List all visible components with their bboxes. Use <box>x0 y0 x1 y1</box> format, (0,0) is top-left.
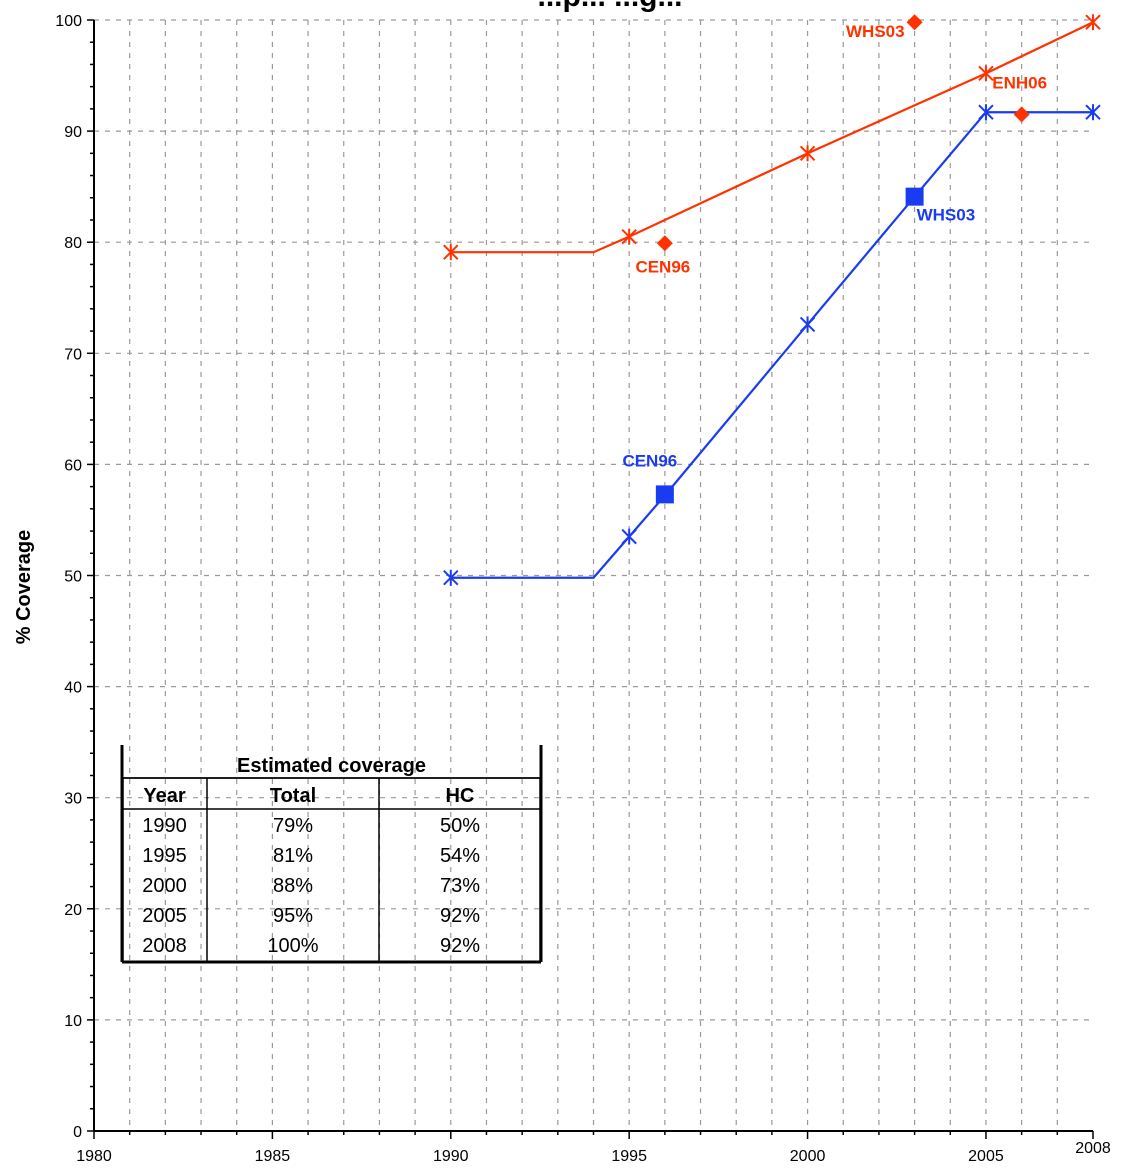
y-tick-label: 40 <box>64 680 82 697</box>
table-cell: 2008 <box>142 935 187 957</box>
table-cell: 92% <box>440 935 480 957</box>
table-cell: 92% <box>440 905 480 927</box>
survey-point-label: ENH06 <box>992 73 1047 92</box>
survey-point-label: WHS03 <box>846 22 905 41</box>
survey-square-marker <box>905 187 924 206</box>
table-cell: 2000 <box>142 875 187 897</box>
asterisk-marker <box>978 65 994 82</box>
table-column-header: Total <box>270 785 316 807</box>
survey-point-label: CEN96 <box>622 451 677 470</box>
survey-point-label: CEN96 <box>635 257 690 276</box>
survey-diamond-marker <box>906 14 923 31</box>
asterisk-marker <box>1085 14 1101 31</box>
asterisk-marker <box>621 228 637 245</box>
axes: 0 10 20 30 40 50 60 70 80 90 100 1980 1985 1990 1995 20… <box>55 13 1111 1165</box>
asterisk-marker <box>799 316 816 333</box>
y-tick-label: 0 <box>73 1124 82 1141</box>
y-axis-title: % Coverage <box>13 530 35 645</box>
table-cell: 81% <box>273 845 313 867</box>
table-cell: 50% <box>440 815 480 837</box>
y-tick-label: 80 <box>64 235 82 252</box>
y-tick-label: 100 <box>55 13 82 30</box>
survey-diamond-marker <box>1013 106 1030 123</box>
survey-square-marker <box>655 485 674 504</box>
asterisk-marker <box>621 528 637 545</box>
table-cell: 73% <box>440 875 480 897</box>
grid <box>94 19 1093 1131</box>
table-column-header: HC <box>446 785 475 807</box>
table-cell: 54% <box>440 845 480 867</box>
survey-points: WHS03 ENH06 CEN96 CEN96 WHS03 <box>622 14 1047 504</box>
table-cell: 2005 <box>142 905 187 927</box>
x-tick-label: 2008 <box>1075 1140 1111 1157</box>
asterisk-marker <box>443 244 459 261</box>
x-tick-label: 1990 <box>433 1148 469 1165</box>
y-tick-label: 70 <box>64 346 82 363</box>
asterisk-marker <box>1085 104 1101 121</box>
series-line-2 <box>450 111 1093 579</box>
x-tick-label: 1980 <box>76 1148 112 1165</box>
table-title: Estimated coverage <box>237 755 426 777</box>
table-cell: 1995 <box>142 845 187 867</box>
table-column-header: Year <box>143 785 185 807</box>
chart-title: ...p... ...g... <box>537 0 682 13</box>
table-cell: 95% <box>273 905 313 927</box>
y-tick-label: 10 <box>64 1013 82 1030</box>
y-tick-label: 20 <box>64 902 82 919</box>
y-tick-label: 60 <box>64 457 82 474</box>
estimated-coverage-table: Estimated coverage Year Total HC 1990 79% 50% 1… <box>120 745 543 964</box>
x-tick-label: 1985 <box>255 1148 291 1165</box>
table-cell: 79% <box>273 815 313 837</box>
survey-diamond-marker <box>656 235 673 252</box>
table-cell: 100% <box>267 935 318 957</box>
series-group <box>443 14 1101 586</box>
table-cell: 1990 <box>142 815 187 837</box>
y-tick-label: 50 <box>64 569 82 586</box>
asterisk-marker <box>978 104 994 121</box>
asterisk-marker <box>799 145 816 162</box>
x-tick-label: 2000 <box>790 1148 826 1165</box>
table-cell: 88% <box>273 875 313 897</box>
x-tick-label: 2005 <box>968 1148 1004 1165</box>
x-tick-label: 1995 <box>611 1148 647 1165</box>
y-tick-label: 30 <box>64 791 82 808</box>
survey-point-label: WHS03 <box>917 206 976 225</box>
asterisk-marker <box>443 569 459 586</box>
y-tick-label: 90 <box>64 124 82 141</box>
series-line-1 <box>450 21 1094 254</box>
